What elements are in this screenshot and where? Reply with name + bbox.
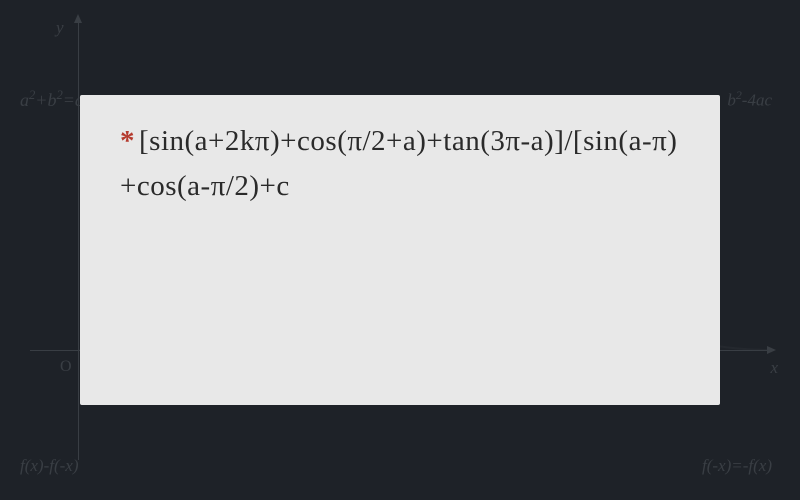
bg-formula-top-left: a2+b2=c	[20, 88, 83, 111]
bg-formula-top-right: b2-4ac	[727, 88, 772, 111]
marker-asterisk: *	[120, 125, 135, 157]
expression-text: [sin(a+2kπ)+cos(π/2+a)+tan(3π-a)]/[sin(a…	[120, 125, 677, 202]
bg-formula-bottom-left: f(x)-f(-x)	[20, 456, 79, 476]
bg-formula-bottom-right: f(-x)=-f(x)	[702, 456, 772, 476]
left-bracket-decoration	[84, 95, 110, 405]
right-bracket-decoration	[690, 95, 716, 405]
question-card: *[sin(a+2kπ)+cos(π/2+a)+tan(3π-a)]/[sin(…	[80, 95, 720, 405]
math-expression: *[sin(a+2kπ)+cos(π/2+a)+tan(3π-a)]/[sin(…	[120, 119, 680, 209]
